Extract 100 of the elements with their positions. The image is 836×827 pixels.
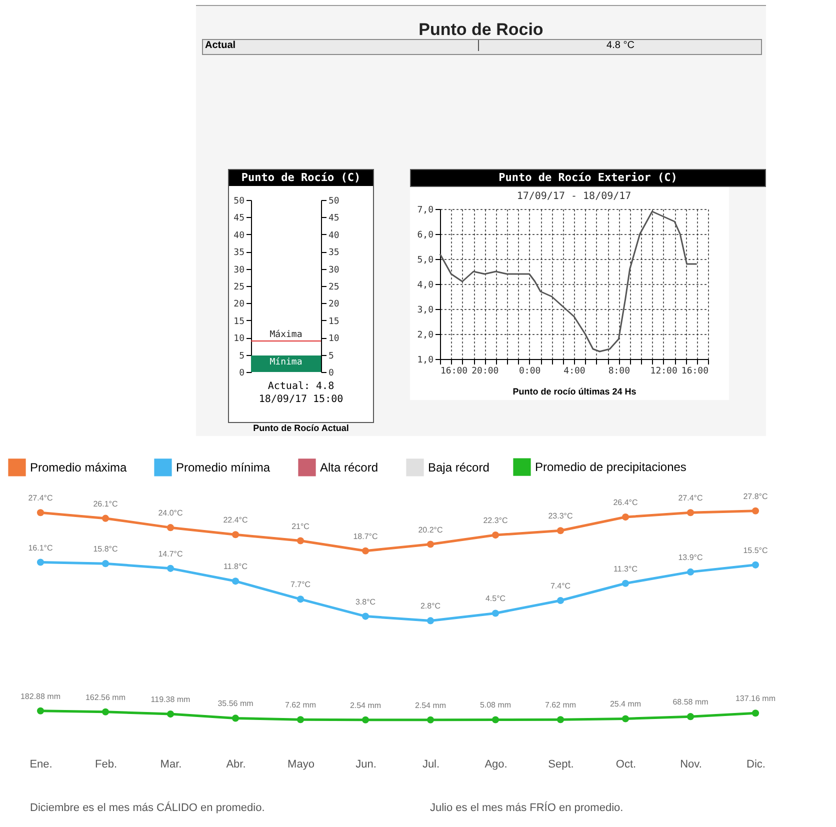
data-label: 21°C <box>292 522 310 531</box>
data-label: 22.3°C <box>483 516 508 526</box>
data-label: 24.0°C <box>158 508 183 518</box>
x-tick-label: 16:00 <box>681 366 708 376</box>
data-label: 68.58 mm <box>672 698 709 707</box>
point <box>232 714 240 722</box>
y2-tick-label: 35 <box>328 248 340 258</box>
data-label: 2.54 mm <box>414 700 446 710</box>
point <box>166 564 174 572</box>
data-label: 2.8°C <box>420 602 441 611</box>
y-tick-label: 0 <box>239 368 244 378</box>
data-label: 23.3°C <box>548 512 573 521</box>
data-label: 11.3°C <box>614 564 638 574</box>
point <box>622 715 630 722</box>
y-tick-label: 5,0 <box>417 256 434 266</box>
point <box>752 561 760 568</box>
data-label: 119.38 mm <box>150 695 191 704</box>
text: Punto de Rocio <box>418 20 544 40</box>
legend-label: Promedio de precipitaciones <box>535 460 686 474</box>
y-tick-label: 7,0 <box>417 206 434 216</box>
y2-tick-label: 45 <box>328 214 340 224</box>
point <box>622 514 630 521</box>
x-tick-label: 12:00 <box>650 366 678 376</box>
data-label: 7.7°C <box>290 580 311 590</box>
data-label: 22.4°C <box>223 516 248 525</box>
y2-tick-label: 5 <box>328 351 334 362</box>
legend-label: Promedio máxima <box>30 460 128 474</box>
data-label: 20.2°C <box>418 525 443 534</box>
chart-title: Punto de Rocío (C) <box>229 170 373 186</box>
point <box>232 578 240 585</box>
text: Actual <box>205 40 237 51</box>
y-tick-label: 45 <box>234 214 244 224</box>
legend-label: Baja récord <box>428 460 490 474</box>
point <box>752 710 760 717</box>
data-label: 3.8°C <box>355 597 376 606</box>
point <box>362 716 370 724</box>
point <box>166 710 174 718</box>
x-tick-label: Sept. <box>548 758 574 770</box>
data-label: 27.4°C <box>28 494 53 503</box>
y-tick-label: 5 <box>239 351 244 362</box>
point <box>556 596 564 604</box>
y2-tick-label: 15 <box>328 316 340 327</box>
x-tick-label: Ago. <box>484 758 508 770</box>
y-tick-label: 30 <box>234 265 244 276</box>
y-tick-label: 10 <box>234 334 244 344</box>
point <box>686 509 694 516</box>
data-label: 27.8°C <box>743 492 768 501</box>
data-label: 15.8°C <box>93 544 118 554</box>
x-axis-title: Punto de Rocío Actual <box>252 423 350 433</box>
point <box>296 537 304 544</box>
data-label: 25.4 mm <box>610 700 642 709</box>
point <box>492 532 500 539</box>
point <box>232 531 240 538</box>
legend-label: Alta récord <box>320 460 378 474</box>
data-label: 11.8°C <box>224 562 248 572</box>
y-tick-label: 3,0 <box>417 306 434 316</box>
x-axis-title: Punto de rocío últimas 24 Hs <box>512 386 636 396</box>
text: Actual: 4.8 <box>266 380 336 393</box>
text: Diciembre es el mes más CÁLIDO en promedio. <box>30 802 265 814</box>
point <box>36 707 44 714</box>
data-label: 15.5°C <box>743 546 768 555</box>
point <box>102 514 110 522</box>
y2-tick-label: 25 <box>328 282 340 292</box>
y-tick-label: 1,0 <box>417 356 434 366</box>
data-label: 14.7°C <box>158 549 183 558</box>
data-label: 5.08 mm <box>480 700 512 710</box>
x-tick-label: Ene. <box>30 758 52 770</box>
point <box>426 617 434 624</box>
text: Julio es el mes más FRÍO en promedio. <box>430 802 624 814</box>
y-tick-label: 2,0 <box>417 330 434 340</box>
point <box>686 568 694 576</box>
point <box>556 527 564 534</box>
data-label: 7.4°C <box>550 581 571 590</box>
point <box>36 509 44 516</box>
data-label: 182.88 mm <box>20 692 61 701</box>
y-tick-label: 35 <box>234 248 244 258</box>
point <box>686 713 694 720</box>
ref-line-label: Máxima <box>270 329 302 340</box>
point <box>296 596 304 603</box>
data-label: 16.1°C <box>28 543 53 552</box>
y-tick-label: 20 <box>234 300 244 310</box>
x-tick-label: 8:00 <box>608 366 630 376</box>
data-label: 7.62 mm <box>284 700 316 710</box>
x-tick-label: Nov. <box>680 758 702 770</box>
y-tick-label: 25 <box>234 282 244 292</box>
data-label: 13.9°C <box>678 552 703 562</box>
y2-tick-label: 20 <box>328 300 340 310</box>
point <box>426 716 434 724</box>
y-tick-label: 15 <box>234 316 244 327</box>
y-tick-label: 50 <box>234 196 244 206</box>
legend-label: Promedio mínima <box>176 460 270 474</box>
chart-title: Punto de Rocío Exterior (C) <box>410 169 766 187</box>
data-label: 35.56 mm <box>218 699 254 708</box>
data-label: 2.54 mm <box>350 700 382 710</box>
y2-tick-label: 30 <box>328 265 340 276</box>
y2-tick-label: 10 <box>328 334 340 344</box>
point <box>426 540 434 548</box>
text: 18/09/17 15:00 <box>258 393 344 406</box>
x-tick-label: 4:00 <box>564 366 586 376</box>
x-tick-label: Mayo <box>288 758 314 770</box>
